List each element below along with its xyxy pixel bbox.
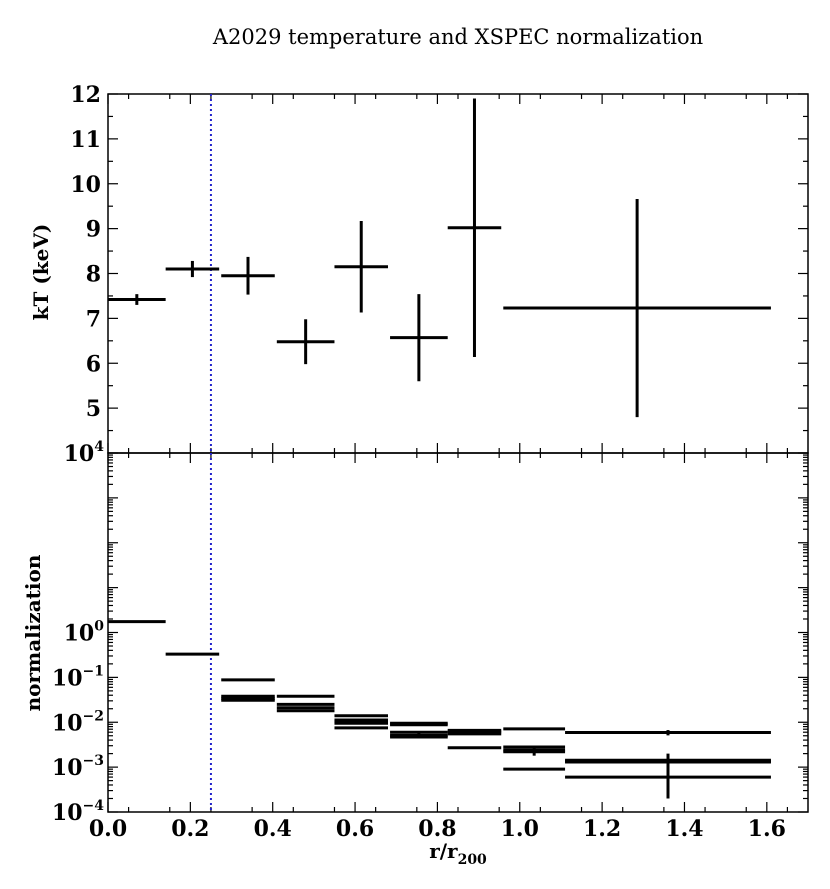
- tick-label-exponent: −1: [83, 663, 104, 679]
- temperature-data-points: [108, 98, 771, 418]
- temperature-y-tick-label: 7: [86, 306, 101, 332]
- chart-title: A2029 temperature and XSPEC normalizatio…: [212, 25, 703, 49]
- tick-label-exponent: −3: [83, 753, 104, 769]
- tick-label-base: 10: [52, 665, 83, 691]
- x-tick-label: 1.6: [748, 816, 786, 842]
- tick-label-exponent: −4: [83, 798, 105, 814]
- temperature-y-tick-label: 6: [86, 351, 101, 377]
- normalization-data-points: [108, 620, 771, 799]
- x-tick-label: 0.2: [171, 816, 209, 842]
- x-tick-label: 1.0: [501, 816, 539, 842]
- normalization-y-tick-label: 10−2: [52, 708, 104, 736]
- tick-label-base: 10: [64, 621, 95, 647]
- x-tick-label: 0.0: [89, 816, 127, 842]
- normalization-plot-frame: [107, 452, 809, 813]
- tick-label-base: 10: [64, 441, 95, 467]
- tick-label-base: 10: [52, 755, 83, 781]
- temperature-y-axis-label: kT (keV): [29, 224, 53, 321]
- x-tick-label: 0.8: [418, 816, 456, 842]
- x-axis-label-main: r/r: [429, 839, 458, 863]
- temperature-axis-ticks: 5 6 7 8 9 10 11 12: [70, 82, 808, 453]
- temperature-point: [447, 98, 502, 357]
- normalization-point: [565, 730, 771, 736]
- temperature-point: [276, 319, 335, 365]
- temperature-point: [503, 199, 771, 418]
- tick-label-exponent: −2: [83, 708, 104, 724]
- tick-label-base: 10: [52, 710, 83, 736]
- normalization-y-axis-label: normalization: [21, 554, 45, 711]
- x-tick-label: 0.4: [254, 816, 292, 842]
- normalization-y-tick-label: 10−3: [52, 753, 104, 781]
- temperature-y-tick-label: 5: [86, 396, 101, 422]
- x-tick-label: 1.2: [583, 816, 621, 842]
- x-axis-label-subscript: 200: [458, 852, 487, 868]
- normalization-y-tick-label: 10−1: [52, 663, 104, 691]
- temperature-plot-frame: [107, 93, 809, 454]
- normalization-y-tick-label: 100: [64, 619, 105, 647]
- temperature-point: [165, 260, 220, 278]
- normalization-y-tick-label: 104: [64, 439, 105, 467]
- temperature-y-tick-label: 10: [70, 172, 101, 198]
- tick-label-base: 10: [52, 800, 83, 826]
- normalization-y-tick-label: 10−4: [52, 798, 104, 826]
- tick-label-exponent: 0: [94, 619, 104, 635]
- normalization-panel: normalization r/r200 10−410−310−210−1100…: [21, 439, 809, 868]
- temperature-y-tick-label: 8: [86, 262, 101, 288]
- temperature-point: [334, 220, 388, 313]
- normalization-point: [565, 753, 771, 799]
- temperature-y-tick-label: 9: [86, 217, 101, 243]
- temperature-point: [221, 256, 275, 295]
- temperature-y-tick-label: 11: [70, 127, 101, 153]
- tick-label-exponent: 4: [94, 439, 104, 455]
- x-tick-label: 0.6: [336, 816, 374, 842]
- temperature-point: [108, 294, 166, 305]
- x-axis-label: r/r200: [429, 839, 487, 868]
- temperature-y-tick-label: 12: [70, 82, 101, 108]
- temperature-panel: kT (keV) 5 6 7 8 9 10 11 12: [29, 82, 809, 454]
- x-tick-label: 1.4: [665, 816, 703, 842]
- temperature-point: [390, 294, 448, 382]
